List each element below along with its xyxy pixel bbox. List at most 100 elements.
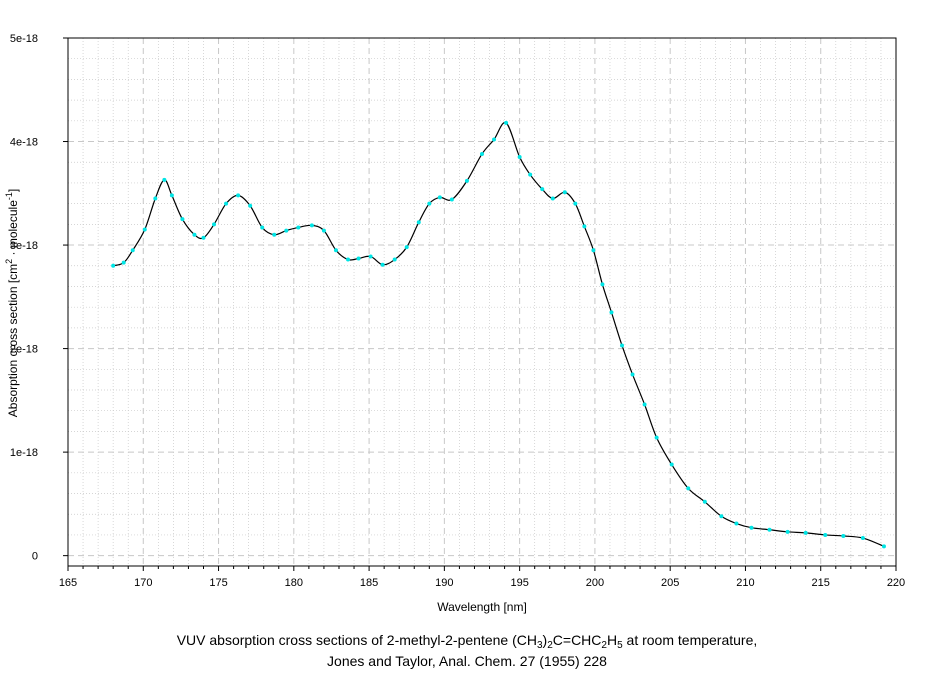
data-point [142,227,147,232]
caption-text-e: at room temperature, [622,632,758,648]
data-point [162,177,167,182]
data-point [333,248,338,253]
series-markers [111,120,886,549]
data-point [416,220,421,225]
data-point [823,532,828,537]
data-point [201,235,206,240]
data-point [686,486,691,491]
data-point [767,527,772,532]
data-point [841,533,846,538]
data-point [600,282,605,287]
x-tick-label: 170 [134,577,152,589]
data-point [540,187,545,192]
data-point [296,225,301,230]
data-point [309,223,314,228]
data-point [236,193,241,198]
data-point [404,245,409,250]
data-point [528,172,533,177]
caption-sub4: 5 [617,640,623,651]
y-axis-label-sup2: -1 [4,192,14,200]
data-point [180,217,185,222]
data-point [573,201,578,206]
data-point [437,195,442,200]
data-point [356,256,361,261]
data-point [582,224,587,229]
data-point [562,190,567,195]
chart-caption-line1: VUV absorption cross sections of 2-methy… [0,630,934,651]
data-point [392,257,397,262]
data-point [785,529,790,534]
caption-text-d: H [606,632,618,648]
y-axis-label-middle: · molecule [6,200,20,259]
data-point [346,257,351,262]
y-axis-label-sup1: 2 [4,259,14,264]
y-tick-label: 2e-18 [10,344,38,356]
caption-sub3: 2 [601,640,607,651]
caption-text-c: C=CHC [552,632,602,648]
caption-sub2: 2 [547,640,553,651]
data-point [669,462,674,467]
data-point [550,196,555,201]
data-point [153,196,158,201]
x-tick-label: 185 [360,577,378,589]
x-tick-label: 190 [435,577,453,589]
data-point [272,232,277,237]
y-axis-ticks: 0 1e-18 2e-18 3e-18 4e-18 5e-18 [10,33,68,563]
plot-frame [67,37,897,567]
x-tick-label: 175 [209,577,227,589]
data-point [749,525,754,530]
data-point [719,514,724,519]
data-point [480,151,484,156]
data-point [517,155,522,160]
x-axis-label: Wavelength [nm] [437,600,527,614]
data-point [620,343,625,348]
y-tick-label: 3e-18 [10,240,38,252]
data-point [630,372,635,377]
data-point [427,201,432,206]
y-tick-label: 4e-18 [10,137,38,149]
data-point [702,499,707,504]
caption-text-b: ) [542,632,548,648]
y-axis-label: Absorption cross section [cm2 · molecule… [4,189,20,417]
data-point [464,178,469,183]
data-point [642,402,647,407]
data-point [169,193,174,198]
data-point [734,521,739,526]
data-point [449,197,454,202]
y-axis-label-prefix: Absorption cross section [cm [6,264,20,417]
data-point [609,310,614,315]
data-point [380,262,385,267]
y-axis-label-suffix: ] [6,189,20,192]
data-point [284,228,289,233]
x-axis-ticks: 165 170 175 180 185 190 195 200 205 210 215 220 [59,566,905,589]
data-point [111,263,116,268]
x-tick-label: 165 [59,577,77,589]
data-point [212,222,217,227]
chart-caption-line2: Jones and Taylor, Anal. Chem. 27 (1955) … [327,653,607,669]
x-tick-label: 215 [812,577,830,589]
x-tick-label: 200 [586,577,604,589]
data-point [492,137,497,142]
x-tick-label: 210 [736,577,754,589]
data-point [368,254,373,259]
data-point [803,530,808,535]
data-point [591,248,596,253]
data-point [192,232,197,237]
data-point [130,248,135,253]
x-tick-label: 180 [285,577,303,589]
data-point [860,536,865,541]
y-tick-label: 5e-18 [10,33,38,45]
data-point [121,260,126,265]
data-point [248,203,253,208]
data-point [321,228,326,233]
caption-text-a: VUV absorption cross sections of 2-methy… [176,632,537,648]
grid-lines [67,37,897,566]
y-tick-label: 0 [32,551,38,563]
x-tick-label: 205 [661,577,679,589]
data-point [881,544,886,549]
chart-svg: 165 170 175 180 185 190 195 200 205 210 215 220 0 1e… [4,33,905,614]
data-point [224,201,229,206]
data-point [260,225,265,230]
x-tick-label: 195 [510,577,528,589]
data-point [504,120,509,125]
